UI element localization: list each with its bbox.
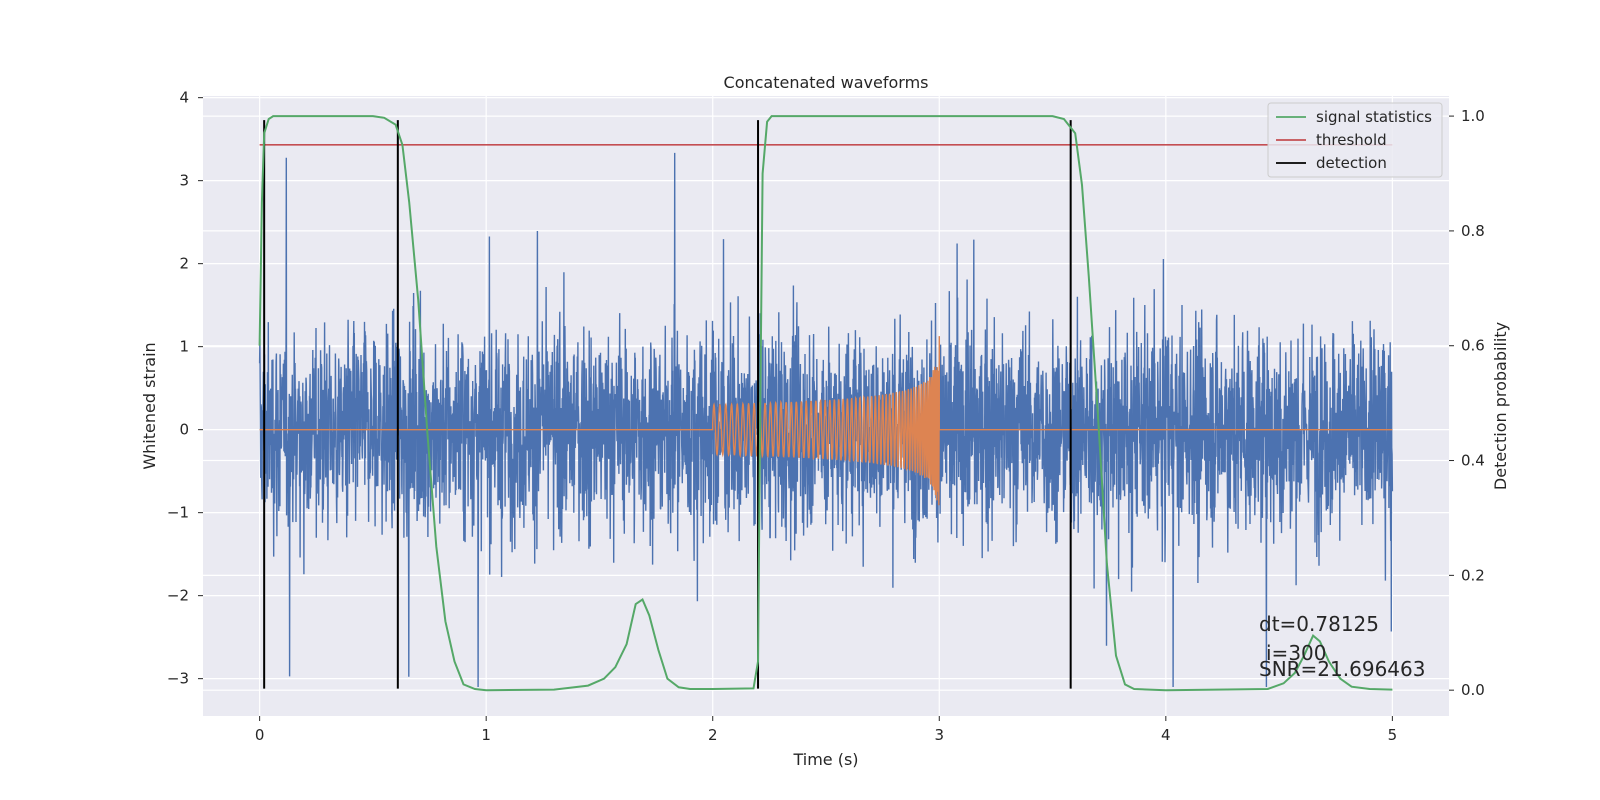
y2-tick-label: 0.6 bbox=[1461, 337, 1485, 355]
y-axis-label: Whitened strain bbox=[140, 342, 159, 469]
legend-label-threshold: threshold bbox=[1316, 131, 1387, 149]
series-chirp-line bbox=[259, 336, 1393, 506]
y-tick-label: −3 bbox=[167, 670, 189, 688]
annotation-block: dt=0.78125 i=300 SNR=21.696463 bbox=[1259, 612, 1425, 681]
x-tick-label: 1 bbox=[481, 726, 491, 744]
y-tick-label: 3 bbox=[179, 172, 189, 190]
y2-tick-label: 0.0 bbox=[1461, 681, 1485, 699]
legend-label-detection: detection bbox=[1316, 154, 1387, 172]
y2-tick-label: 0.4 bbox=[1461, 452, 1485, 470]
y2-tick-label: 1.0 bbox=[1461, 107, 1485, 125]
y-tick-label: −1 bbox=[167, 504, 189, 522]
y-tick-label: 2 bbox=[179, 255, 189, 273]
x-tick-label: 5 bbox=[1388, 726, 1398, 744]
x-tick-label: 0 bbox=[255, 726, 265, 744]
x-tick-label: 3 bbox=[934, 726, 944, 744]
annotation-dt: dt=0.78125 bbox=[1259, 612, 1379, 636]
annotation-snr: SNR=21.696463 bbox=[1259, 657, 1425, 681]
legend: signal statistics threshold detection bbox=[1267, 102, 1443, 178]
series-signal-statistics-line bbox=[258, 115, 1393, 692]
chart-title: Concatenated waveforms bbox=[724, 73, 929, 92]
x-tick-label: 4 bbox=[1161, 726, 1171, 744]
annotation-i: i=300 bbox=[1266, 641, 1327, 665]
y2-tick-label: 0.8 bbox=[1461, 222, 1485, 240]
plot-area bbox=[258, 115, 1394, 692]
y-tick-label: −2 bbox=[167, 587, 189, 605]
x-tick-label: 2 bbox=[708, 726, 718, 744]
ticks: 0 1 2 3 4 5 −3 −2 −1 0 1 2 3 4 0.0 0.2 0.4 0.6 0.8 1.0 bbox=[167, 89, 1485, 744]
y-tick-label: 0 bbox=[179, 421, 189, 439]
y-tick-label: 1 bbox=[179, 338, 189, 356]
legend-label-signal-statistics: signal statistics bbox=[1316, 108, 1432, 126]
legend-box bbox=[1267, 102, 1443, 178]
y2-axis-label: Detection probability bbox=[1491, 322, 1510, 490]
y-tick-label: 4 bbox=[179, 89, 189, 107]
x-axis-label: Time (s) bbox=[792, 750, 858, 769]
y2-tick-label: 0.2 bbox=[1461, 566, 1485, 584]
